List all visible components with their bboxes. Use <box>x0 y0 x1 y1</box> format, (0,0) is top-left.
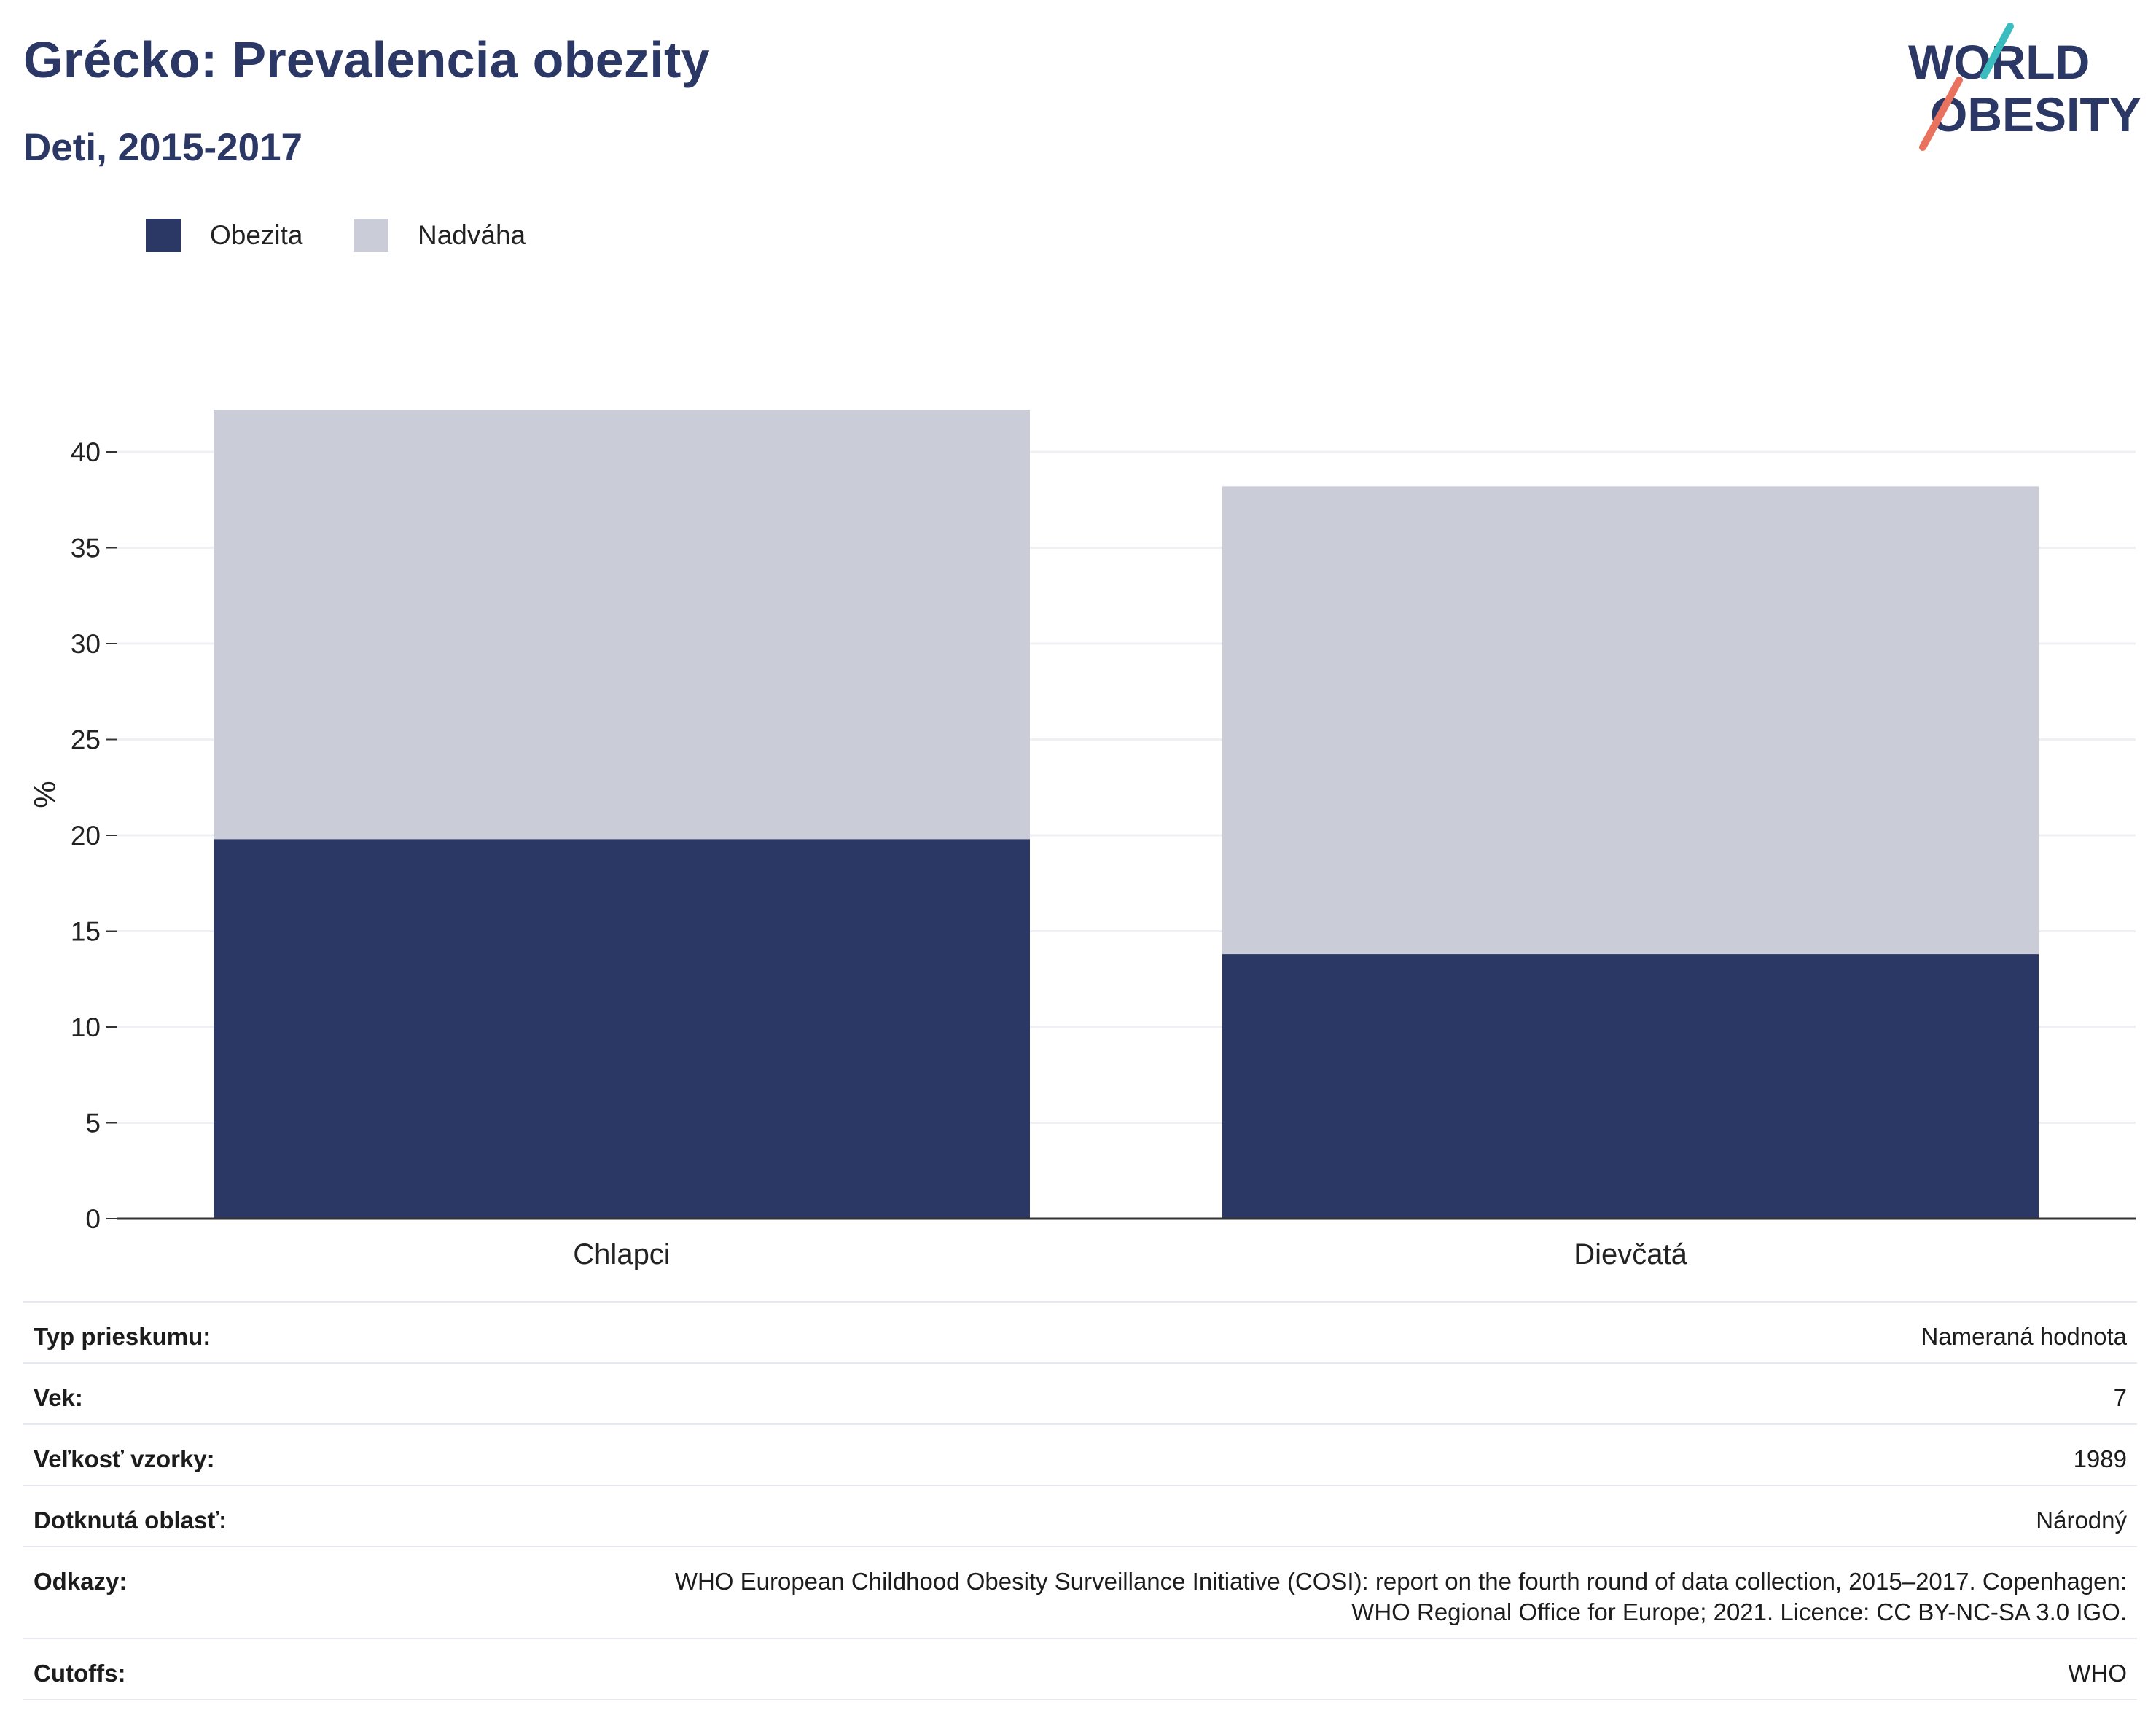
meta-row: Odkazy: WHO European Childhood Obesity Su… <box>23 1546 2137 1639</box>
meta-label: Veľkosť vzorky: <box>23 1423 292 1486</box>
y-tick-label-40: 40 <box>71 437 101 467</box>
meta-value: 1989 <box>291 1423 2137 1486</box>
y-tick-label-30: 30 <box>71 629 101 659</box>
meta-row: Cutoffs: WHO <box>23 1638 2137 1700</box>
logo-word-obesity: OBESITY <box>1930 87 2141 141</box>
meta-label: Cutoffs: <box>23 1638 292 1700</box>
meta-row: Vek: 7 <box>23 1362 2137 1425</box>
stacked-bar-chart: 0 5 10 15 20 25 30 35 40 Chlapci Dievčatá <box>71 410 2136 1270</box>
world-obesity-logo: WORLD OBESITY <box>1908 23 2141 151</box>
legend-label-obezita: Obezita <box>210 220 303 250</box>
meta-value: Národný <box>291 1485 2137 1547</box>
meta-value: WHO <box>291 1638 2137 1700</box>
survey-metadata-table: Typ prieskumu: Nameraná hodnota Vek: 7 Veľko… <box>23 1301 2137 1700</box>
legend-item-obezita: Obezita <box>146 219 303 252</box>
y-tick-label-35: 35 <box>71 534 101 563</box>
meta-row: Veľkosť vzorky: 1989 <box>23 1423 2137 1486</box>
meta-value: Nameraná hodnota <box>291 1301 2137 1364</box>
logo-slash-coral <box>1919 77 1963 151</box>
x-tick-label-1: Dievčatá <box>1574 1238 1687 1270</box>
y-tick-label-0: 0 <box>85 1204 101 1234</box>
logo-slash-teal <box>1980 23 2014 79</box>
meta-label: Odkazy: <box>23 1546 292 1639</box>
meta-label: Vek: <box>23 1362 292 1425</box>
meta-label: Dotknutá oblasť: <box>23 1485 292 1547</box>
legend-swatch-nadvaha <box>354 219 388 252</box>
chart-title: Grécko: Prevalencia obezity <box>23 31 710 88</box>
legend-item-nadvaha: Nadváha <box>354 219 526 252</box>
bar-dievčatá-nadváha <box>1222 486 2039 955</box>
meta-row: Typ prieskumu: Nameraná hodnota <box>23 1301 2137 1364</box>
legend-swatch-obezita <box>146 219 181 252</box>
y-tick-label-25: 25 <box>71 725 101 755</box>
y-tick-label-20: 20 <box>71 821 101 851</box>
y-tick-label-15: 15 <box>71 917 101 947</box>
legend-label-nadvaha: Nadváha <box>418 220 526 250</box>
bar-dievčatá-obezita <box>1222 954 2039 1219</box>
meta-row: Dotknutá oblasť: Národný <box>23 1485 2137 1547</box>
bar-chlapci-obezita <box>214 839 1030 1219</box>
meta-label: Typ prieskumu: <box>23 1301 292 1364</box>
y-tick-label-5: 5 <box>85 1109 101 1139</box>
chart-subtitle: Deti, 2015-2017 <box>23 126 303 169</box>
y-tick-label-10: 10 <box>71 1012 101 1042</box>
x-tick-label-0: Chlapci <box>573 1238 670 1270</box>
meta-value: WHO European Childhood Obesity Surveilla… <box>291 1546 2137 1639</box>
meta-value: 7 <box>291 1362 2137 1425</box>
bar-chlapci-nadváha <box>214 410 1030 840</box>
